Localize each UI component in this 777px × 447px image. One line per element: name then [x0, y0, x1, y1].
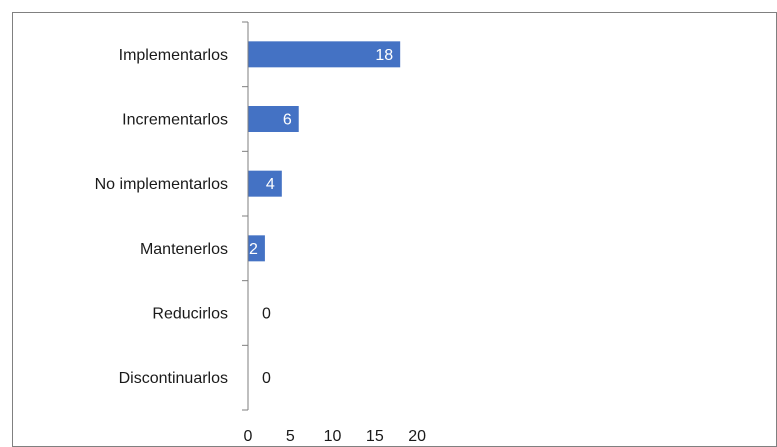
bar-implementarlos — [248, 41, 401, 68]
x-tick-label-5: 5 — [286, 428, 295, 445]
data-label-discontinuarlos: 0 — [262, 370, 271, 387]
category-label-no-implementarlos: No implementarlos — [95, 176, 228, 193]
data-label-implementarlos: 18 — [375, 47, 393, 64]
x-tick-label-0: 0 — [244, 428, 253, 445]
category-label-reducirlos: Reducirlos — [152, 306, 228, 323]
data-label-no-implementarlos: 4 — [266, 176, 275, 193]
bar-mantenerlos — [248, 235, 265, 262]
data-label-mantenerlos: 2 — [249, 241, 258, 258]
x-tick-labels: 0 5 10 15 20 — [244, 428, 427, 445]
category-label-discontinuarlos: Discontinuarlos — [119, 370, 228, 387]
category-label-mantenerlos: Mantenerlos — [140, 241, 228, 258]
x-tick-label-15: 15 — [366, 428, 384, 445]
bar-no-implementarlos — [248, 170, 282, 197]
data-label-incrementarlos: 6 — [283, 112, 292, 129]
data-label-reducirlos: 0 — [262, 306, 271, 323]
y-axis — [242, 21, 249, 411]
x-tick-label-10: 10 — [324, 428, 342, 445]
chart-border — [12, 12, 777, 447]
category-label-incrementarlos: Incrementarlos — [122, 112, 228, 129]
category-labels: Implementarlos Incrementarlos No implement… — [95, 47, 228, 387]
x-tick-label-20: 20 — [408, 428, 426, 445]
category-label-implementarlos: Implementarlos — [119, 47, 228, 64]
bars — [248, 41, 401, 262]
bar-incrementarlos — [248, 106, 299, 132]
data-labels: 18 6 4 2 0 0 — [249, 47, 393, 387]
